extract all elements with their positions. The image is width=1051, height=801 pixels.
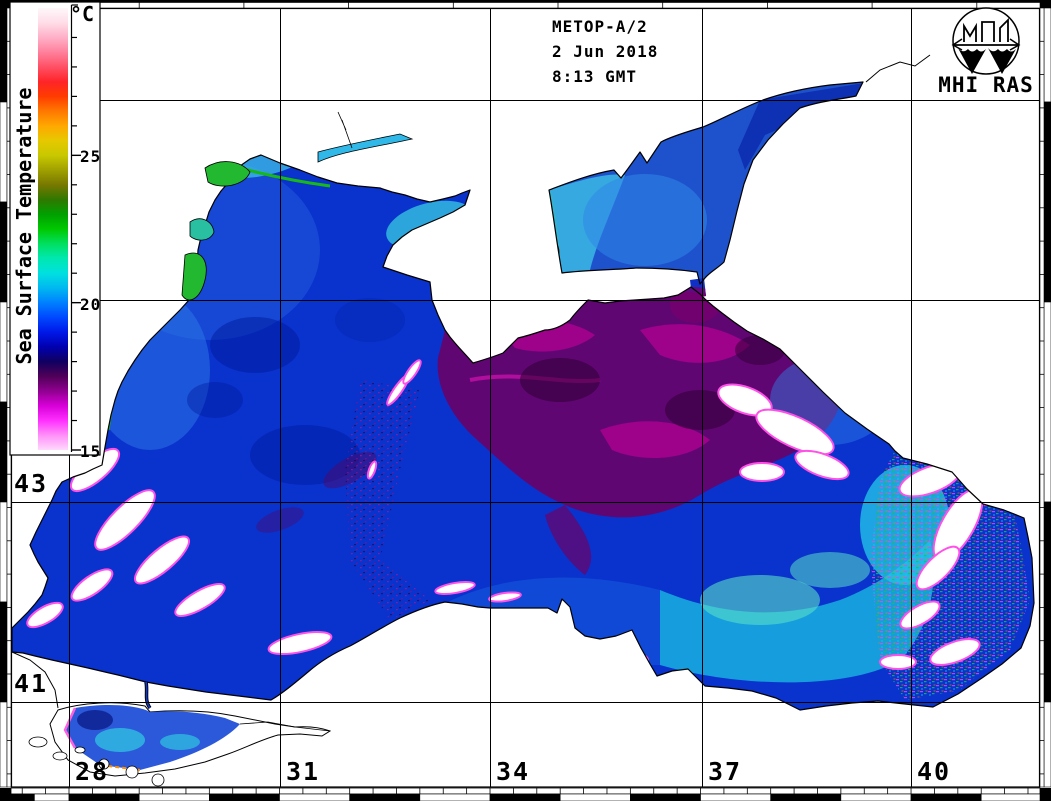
marmara-sea: [11, 651, 332, 787]
mhi-ras-logo-emblem: [951, 7, 1021, 75]
graticule: [11, 8, 1040, 787]
colorbar: [9, 1, 101, 456]
colorbar-gradient: [38, 8, 68, 450]
